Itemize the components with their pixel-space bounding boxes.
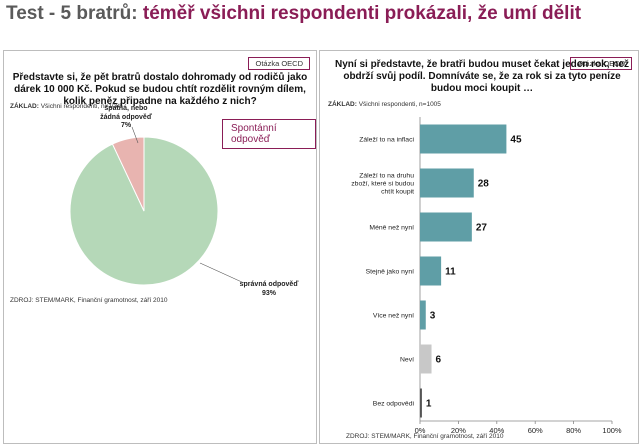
pie-leader-correct	[199, 262, 245, 284]
oecd-badge-right: Otázka OECD	[570, 57, 632, 70]
x-tick-label: 40%	[489, 426, 504, 435]
bar-value-label: 27	[476, 223, 488, 234]
title-prefix: Test - 5 bratrů:	[6, 3, 138, 24]
base-right-text: Všichni respondenti, n=1005	[358, 101, 441, 108]
bar-value-label: 28	[478, 179, 490, 190]
x-tick-label: 60%	[528, 426, 543, 435]
base-right: ZÁKLAD: Všichni respondenti, n=1005	[328, 101, 441, 108]
pie-label-wrong-name: špatná, nebo žádná odpověď	[100, 105, 152, 121]
bar-value-label: 45	[510, 135, 522, 146]
oecd-badge-left: Otázka OECD	[248, 57, 310, 70]
category-label: Záleží to na druhu zboží, které si budou c…	[351, 172, 414, 195]
bar-6	[420, 388, 422, 418]
pie-label-wrong-value: 7%	[120, 122, 132, 129]
bar-value-label: 6	[436, 355, 442, 366]
base-right-label: ZÁKLAD:	[328, 101, 357, 108]
bar-0	[420, 124, 507, 154]
category-label: Méně než nyní	[369, 225, 414, 232]
category-label: Více než nyní	[373, 313, 414, 320]
bar-3	[420, 256, 442, 286]
base-left: ZÁKLAD: Všichni respondenti, n=1005	[10, 103, 123, 110]
category-label: Bez odpovědi	[373, 401, 415, 408]
bar-1	[420, 168, 474, 198]
pie-slice-wrong	[111, 136, 145, 212]
pie-chart	[69, 126, 245, 286]
pie-label-correct-name: správná odpověď	[239, 281, 299, 288]
category-label: Záleží to na inflaci	[359, 137, 414, 144]
bar-value-label: 1	[426, 399, 432, 410]
left-panel: Otázka OECD Představte si, že pět bratrů…	[3, 50, 317, 444]
category-label: Stejně jako nyní	[366, 269, 414, 276]
base-left-text: Všichni respondenti, n=1005	[40, 103, 123, 110]
bar-4	[420, 300, 426, 330]
pie-leader-wrong	[131, 126, 139, 144]
bar-value-label: 3	[430, 311, 436, 322]
x-tick-label: 20%	[451, 426, 466, 435]
bar-value-label: 11	[445, 267, 456, 278]
title-main: téměř všichni respondenti prokázali, že …	[142, 3, 582, 24]
source-left: ZDROJ: STEM/MARK, Finanční gramotnost, z…	[10, 297, 168, 304]
pie-label-correct: správná odpověď 93%	[234, 281, 304, 298]
x-tick-label: 0%	[415, 426, 426, 435]
question-right: Nyní si představte, že bratři budou muse…	[335, 59, 629, 94]
base-left-label: ZÁKLAD:	[10, 103, 39, 110]
bar-chart: 45 Záleží to na inflaci 28 Záleží to na dru…	[351, 117, 622, 435]
category-label: Neví	[400, 357, 414, 364]
x-tick-label: 100%	[602, 426, 622, 435]
source-right: ZDROJ: STEM/MARK, Finanční gramotnost, z…	[346, 433, 504, 440]
pie-label-wrong: špatná, nebo žádná odpověď 7%	[96, 105, 156, 131]
right-panel: Otázka OECD Nyní si představte, že bratř…	[319, 50, 639, 444]
bar-2	[420, 212, 472, 242]
pie-label-correct-value: 93%	[261, 289, 276, 297]
bar-5	[420, 344, 432, 374]
page-title: Test - 5 bratrů: téměř všichni responden…	[6, 3, 636, 25]
x-tick-label: 80%	[566, 426, 581, 435]
spontaneous-answer-box: Spontánní odpověď	[222, 119, 316, 149]
question-left: Představte si, že pět bratrů dostalo doh…	[12, 72, 308, 107]
